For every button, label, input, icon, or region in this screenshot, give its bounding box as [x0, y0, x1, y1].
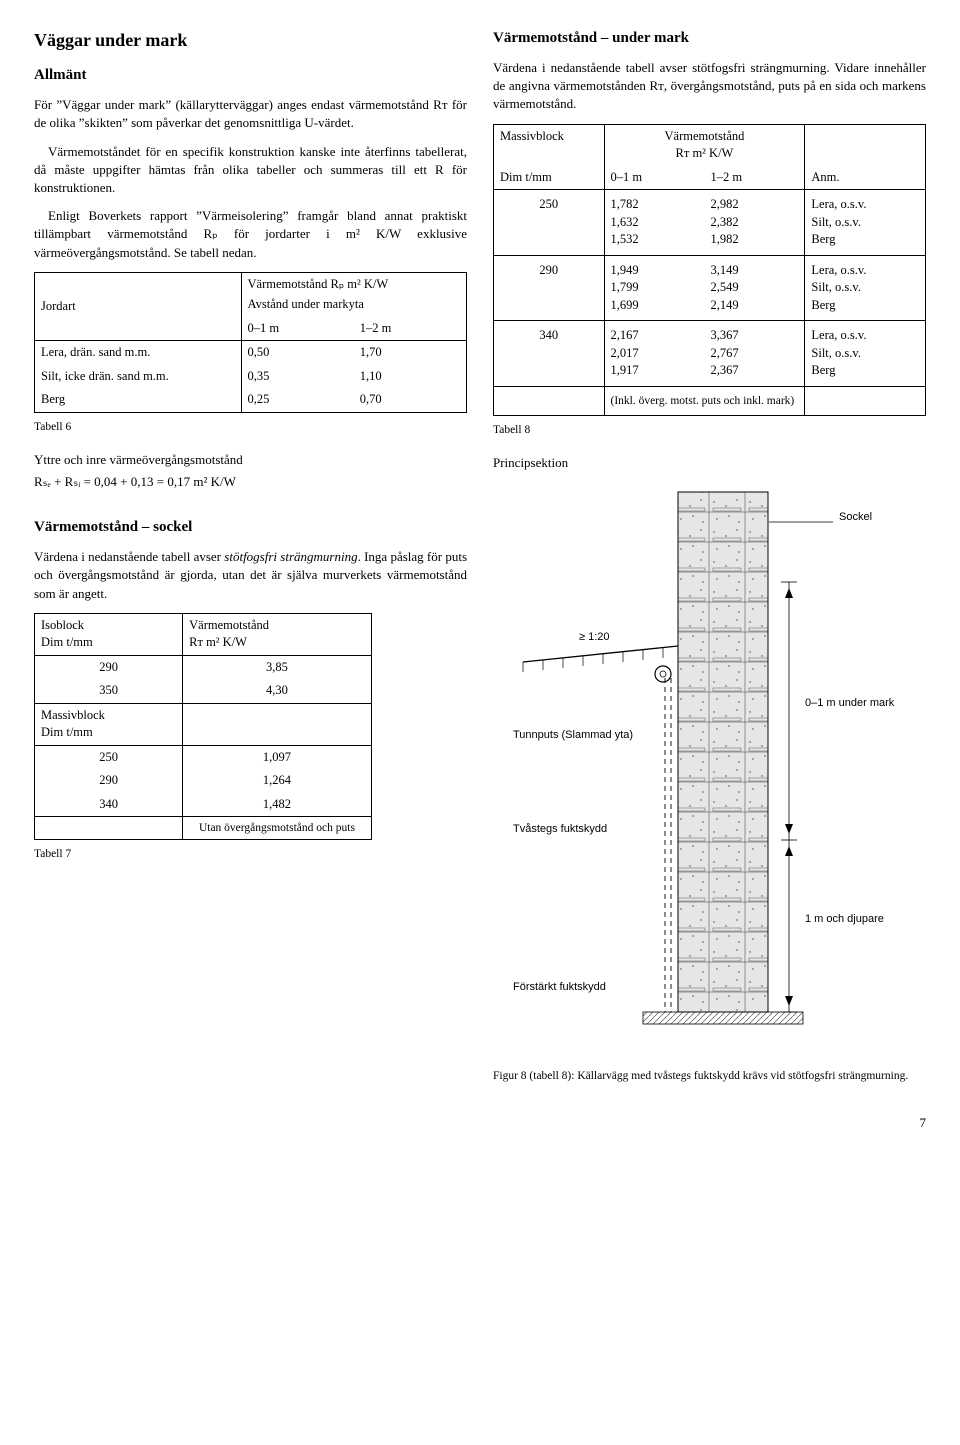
tbl8-head-vm2: Rᴛ m² K/W: [676, 146, 734, 160]
tbl7-cell: 350: [35, 679, 183, 703]
tbl8-note: Lera, o.s.v.Silt, o.s.v.Berg: [805, 190, 926, 256]
heading-vaggar: Väggar under mark: [34, 28, 467, 53]
fig-caption: Figur 8 (tabell 8): Källarvägg med tvåst…: [493, 1068, 926, 1084]
page-number: 7: [920, 1114, 927, 1132]
yttre-formula: Rₛₑ + Rₛᵢ = 0,04 + 0,13 = 0,17 m² K/W: [34, 473, 467, 491]
figure-8: ≥ 1:20: [493, 482, 926, 1084]
para-1: För ”Väggar under mark” (källaryttervägg…: [34, 96, 467, 132]
left-column: Väggar under mark Allmänt För ”Väggar un…: [34, 28, 467, 1084]
tbl7-cell: 4,30: [183, 679, 372, 703]
tbl7-cell: 1,482: [183, 793, 372, 817]
para-2: Värmemotståndet för en specifik konstruk…: [34, 143, 467, 198]
tbl6-cell: 0,50: [241, 341, 354, 365]
tbl7-cell: 290: [35, 769, 183, 793]
tbl8-head-dim: Dim t/mm: [494, 166, 605, 190]
tbl7-cell: 3,85: [183, 655, 372, 679]
tbl7-footer: Utan övergångsmotstånd och puts: [183, 817, 372, 840]
tbl8-cell: 2,1672,0171,917: [604, 321, 704, 387]
tbl6-cell: 0,35: [241, 365, 354, 389]
tbl6-caption: Tabell 6: [34, 419, 467, 435]
tbl6-head-top: Värmemotstånd Rₚ m² K/W: [241, 272, 466, 296]
fig-tvastegs: Tvåstegs fuktskydd: [513, 822, 607, 837]
tbl8-col-a: 0–1 m: [604, 166, 704, 190]
tbl6-cell: 0,70: [354, 388, 467, 412]
para-3: Enligt Boverkets rapport ”Värmeisolering…: [34, 207, 467, 262]
fig-depth01: 0–1 m under mark: [805, 696, 915, 711]
tbl8-footer: (Inkl. överg. motst. puts och inkl. mark…: [604, 386, 805, 415]
tbl7-head-dim: Dim t/mm: [41, 725, 93, 739]
tbl6-cell: 0,25: [241, 388, 354, 412]
tbl6-col-a: 0–1 m: [241, 317, 354, 341]
fig-tunnputs: Tunnputs (Slammad yta): [513, 728, 633, 743]
tbl6-head-sub: Avstånd under markyta: [241, 296, 466, 317]
heading-undermark: Värmemotstånd – under mark: [493, 28, 926, 49]
heading-allmant: Allmänt: [34, 65, 467, 86]
tbl6-row-label: Berg: [35, 388, 242, 412]
tbl8-head-anm: Anm.: [805, 166, 926, 190]
fig-depth1p: 1 m och djupare: [805, 912, 915, 927]
fig-forstarkt: Förstärkt fuktskydd: [513, 980, 606, 995]
tbl8-cell: 3,3672,7672,367: [704, 321, 804, 387]
wall-section-svg: ≥ 1:20: [493, 482, 933, 1042]
tbl8-note: Lera, o.s.v.Silt, o.s.v.Berg: [805, 255, 926, 321]
tbl6-row-label: Lera, drän. sand m.m.: [35, 341, 242, 365]
tbl7-cell: 1,097: [183, 745, 372, 769]
tbl8-dim: 250: [494, 190, 605, 256]
tbl8-caption: Tabell 8: [493, 422, 926, 438]
heading-sockel: Värmemotstånd – sockel: [34, 517, 467, 538]
tbl7-cell: 340: [35, 793, 183, 817]
tbl6-row-label: Silt, icke drän. sand m.m.: [35, 365, 242, 389]
tbl8-cell: 1,9491,7991,699: [604, 255, 704, 321]
principsektion: Principsektion: [493, 454, 926, 472]
tbl7-cell: 1,264: [183, 769, 372, 793]
para-r1: Värdena i nedanstående tabell avser stöt…: [493, 59, 926, 114]
fig-slope: ≥ 1:20: [579, 631, 610, 643]
tbl8-head-vm: Värmemotstånd: [665, 129, 745, 143]
tbl8-dim: 290: [494, 255, 605, 321]
table-8: Massivblock Värmemotstånd Rᴛ m² K/W Dim …: [493, 124, 926, 416]
tbl6-cell: 1,10: [354, 365, 467, 389]
tbl8-cell: 3,1492,5492,149: [704, 255, 804, 321]
tbl7-head-massiv: Massivblock: [41, 708, 105, 722]
fig-sockel: Sockel: [839, 510, 872, 525]
tbl6-cell: 1,70: [354, 341, 467, 365]
tbl6-col-b: 1–2 m: [354, 317, 467, 341]
tbl8-col-b: 1–2 m: [704, 166, 804, 190]
tbl8-head-mb: Massivblock: [500, 129, 564, 143]
tbl7-head-vm2: Rᴛ m² K/W: [189, 635, 247, 649]
table-6: Jordart Värmemotstånd Rₚ m² K/W Avstånd …: [34, 272, 467, 413]
tbl8-cell: 1,7821,6321,532: [604, 190, 704, 256]
table-7: Isoblock Dim t/mm Värmemotstånd Rᴛ m² K/…: [34, 613, 372, 841]
tbl8-note: Lera, o.s.v.Silt, o.s.v.Berg: [805, 321, 926, 387]
yttre-heading: Yttre och inre värmeövergångsmotstånd: [34, 451, 467, 469]
tbl7-head-vm: Värmemotstånd: [189, 618, 269, 632]
tbl8-dim: 340: [494, 321, 605, 387]
para-4: Värdena i nedanstående tabell avser stöt…: [34, 548, 467, 603]
tbl7-cell: 250: [35, 745, 183, 769]
tbl7-head-dim: Dim t/mm: [41, 635, 93, 649]
tbl7-head-iso: Isoblock: [41, 618, 84, 632]
tbl6-head-jordart: Jordart: [35, 272, 242, 341]
tbl8-cell: 2,9822,3821,982: [704, 190, 804, 256]
tbl7-cell: 290: [35, 655, 183, 679]
tbl7-caption: Tabell 7: [34, 846, 467, 862]
right-column: Värmemotstånd – under mark Värdena i ned…: [493, 28, 926, 1084]
